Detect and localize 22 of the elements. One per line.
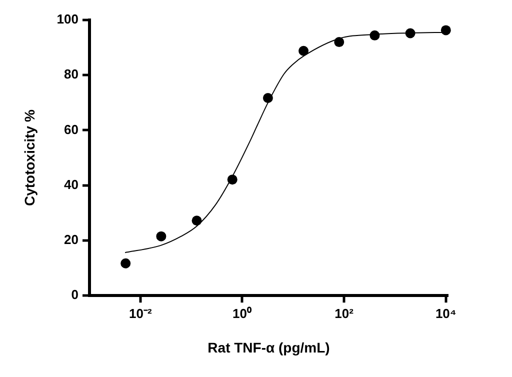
y-tick-label: 20 [64, 232, 78, 248]
x-tick-label: 10² [334, 306, 354, 321]
point [298, 46, 309, 56]
point [405, 28, 416, 38]
x-tick-label: 10⁴ [435, 306, 456, 321]
point [440, 25, 451, 36]
x-axis-title: Rat TNF-α (pg/mL) [208, 339, 330, 356]
point [192, 216, 202, 226]
point [262, 92, 273, 103]
y-tick-label: 0 [71, 287, 78, 302]
point [156, 231, 166, 242]
x-tick-label: 10⁻² [129, 306, 152, 321]
y-tick-label: 100 [56, 12, 78, 27]
point [334, 37, 344, 48]
y-tick-label: 40 [64, 176, 78, 192]
y-tick-label: 80 [64, 66, 78, 82]
point [120, 258, 131, 268]
point [227, 174, 238, 185]
x-tick-label: 10⁰ [232, 306, 252, 321]
y-tick-label: 60 [64, 122, 78, 137]
point [370, 30, 380, 40]
y-axis-title: Cytotoxicity % [21, 109, 38, 206]
